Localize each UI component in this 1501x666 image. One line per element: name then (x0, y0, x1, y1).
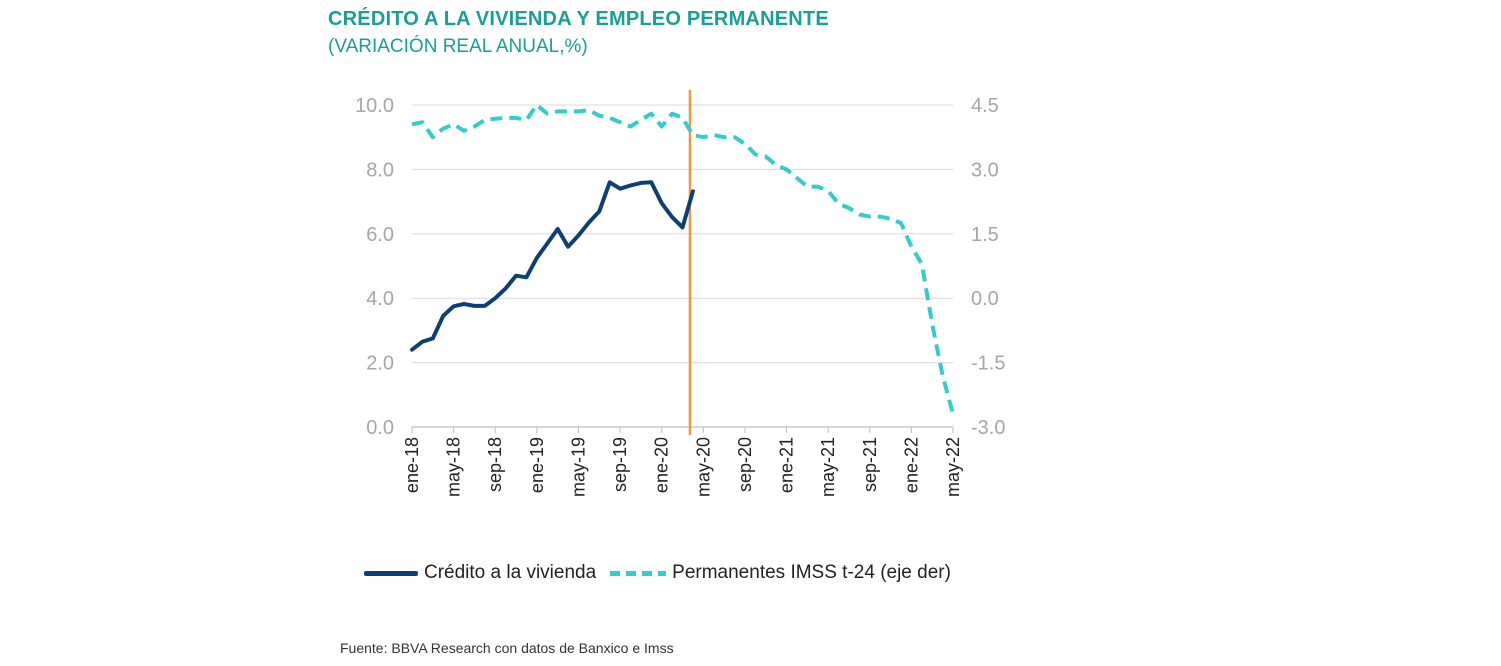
legend-item-permanentes: Permanentes IMSS t-24 (eje der) (610, 562, 951, 584)
y-left-tick-label: 8.0 (366, 159, 394, 181)
series-line-permanentes (411, 103, 955, 415)
y-right-tick-label: 3.0 (971, 159, 999, 181)
y-right-tick-label: 1.5 (971, 224, 999, 246)
x-tick-label: ene-18 (402, 437, 422, 493)
y-left-tick-label: 10.0 (355, 95, 394, 117)
legend-item-credito: Crédito a la vivienda (364, 562, 596, 584)
y-right-tick-label: 0.0 (971, 288, 999, 310)
series-line-credito (410, 180, 695, 352)
x-tick-label: ene-20 (652, 437, 672, 493)
y-left-tick-label: 2.0 (366, 353, 394, 375)
x-tick-label: sep-21 (860, 437, 880, 492)
chart-subtitle: (VARIACIÓN REAL ANUAL,%) (328, 36, 588, 57)
legend-label-credito: Crédito a la vivienda (424, 562, 597, 583)
x-tick-label: ene-21 (777, 437, 797, 493)
x-tick-label: sep-20 (735, 437, 755, 492)
source-note: Fuente: BBVA Research con datos de Banxi… (340, 640, 674, 656)
x-tick-label: ene-19 (527, 437, 547, 493)
y-left-tick-label: 6.0 (366, 224, 394, 246)
y-left-tick-label: 0.0 (366, 417, 394, 439)
chart-legend: Crédito a la vivienda Permanentes IMSS t… (364, 562, 965, 584)
legend-swatch-permanentes (610, 570, 667, 576)
x-tick-label: sep-18 (485, 437, 505, 492)
y-right-tick-label: -3.0 (971, 417, 1005, 439)
x-tick-label: ene-22 (901, 437, 921, 493)
y-right-tick-label: -1.5 (971, 353, 1005, 375)
legend-label-permanentes: Permanentes IMSS t-24 (eje der) (672, 562, 951, 583)
x-tick-label: may-18 (444, 437, 464, 497)
x-tick-label: may-19 (568, 437, 588, 497)
legend-swatch-credito (364, 570, 418, 576)
chart-title: CRÉDITO A LA VIVIENDA Y EMPLEO PERMANENT… (328, 8, 829, 30)
x-tick-label: sep-19 (610, 437, 630, 492)
y-left-tick-label: 4.0 (366, 288, 394, 310)
y-right-tick-label: 4.5 (971, 95, 999, 117)
x-tick-label: may-22 (943, 437, 963, 497)
x-tick-label: may-20 (693, 437, 713, 497)
x-tick-label: may-21 (818, 437, 838, 497)
